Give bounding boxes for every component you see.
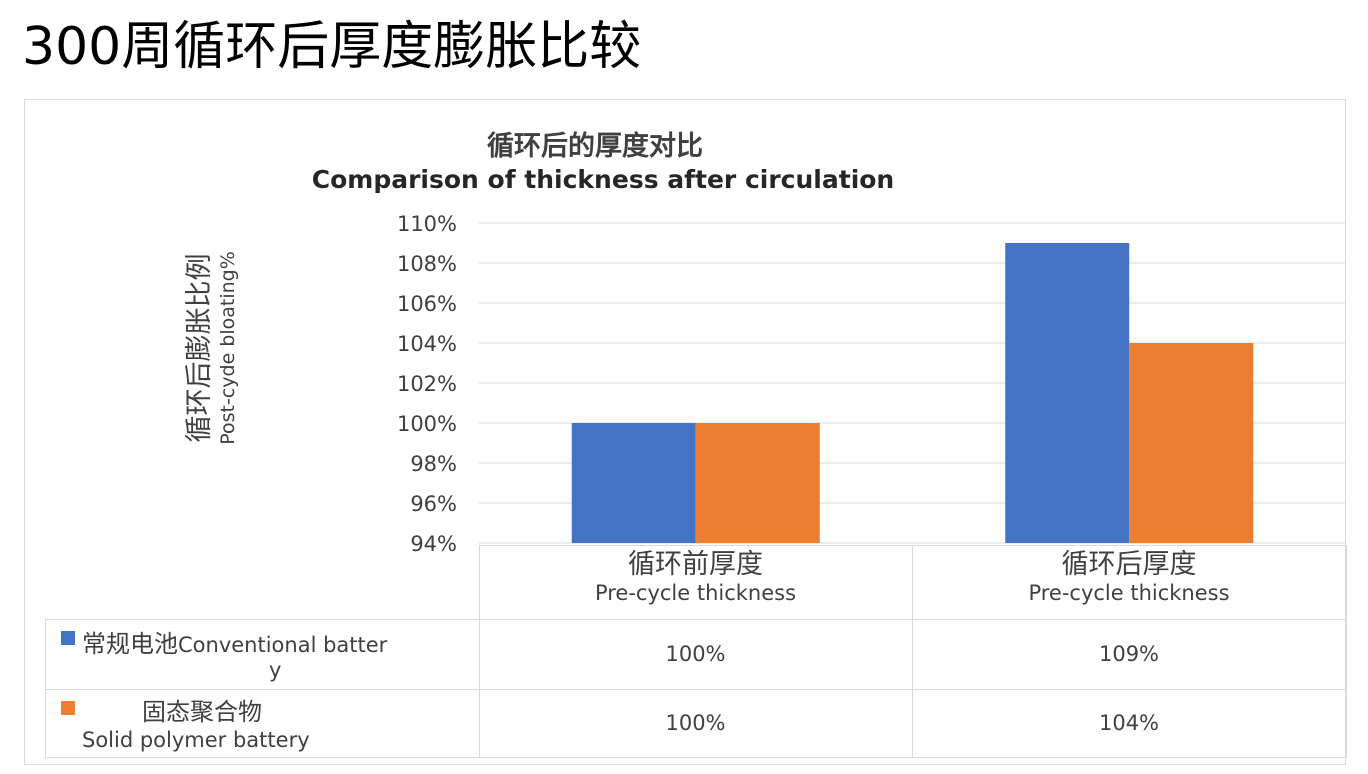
legend-label-cn: 常规电池 (82, 630, 178, 658)
bar-conventional-1 (1005, 243, 1130, 543)
category-label-cn: 循环前厚度 (628, 549, 763, 580)
category-label-en: Pre-cycle thickness (594, 581, 797, 605)
bar-solid-polymer-0 (695, 423, 820, 543)
slide-title: 300周循环后厚度膨胀比较 (22, 17, 642, 77)
legend-label-wrap: y (269, 658, 282, 682)
table-line (45, 757, 1346, 758)
legend-key-conventional (61, 631, 75, 645)
table-line (912, 545, 913, 758)
data-label: 109% (1098, 642, 1160, 666)
bar-conventional-0 (571, 423, 696, 543)
y-tick-label: 106% (397, 292, 457, 316)
chart-subtitle: Comparison of thickness after circulatio… (311, 165, 895, 194)
legend-label-en: Conventional batter (178, 633, 388, 657)
y-tick-label: 102% (397, 372, 457, 396)
y-tick-label: 110% (397, 212, 457, 236)
legend-label-cn: 固态聚合物 (142, 698, 262, 726)
table-line (479, 545, 480, 758)
category-label-cn: 循环后厚度 (1061, 549, 1197, 580)
category-label-en: Pre-cycle thickness (1028, 581, 1230, 605)
data-label: 100% (665, 711, 726, 735)
data-label: 100% (665, 642, 726, 666)
data-label: 104% (1098, 711, 1160, 735)
bar-solid-polymer-1 (1129, 343, 1254, 543)
table-line (45, 689, 1346, 690)
y-tick-label: 96% (410, 492, 457, 516)
table-line (45, 619, 46, 758)
legend-label-conventional: 常规电池Conventional batter (82, 624, 387, 659)
y-tick-label: 108% (397, 252, 457, 276)
legend-label-en: Solid polymer battery (82, 728, 310, 752)
table-line (1346, 545, 1347, 758)
category-header: 循环后厚度 Pre-cycle thickness (912, 550, 1346, 606)
y-tick-label: 100% (397, 412, 457, 436)
category-header: 循环前厚度 Pre-cycle thickness (479, 550, 912, 606)
y-tick-label: 94% (410, 532, 457, 556)
chart-title: 循环后的厚度对比 (487, 131, 703, 162)
legend-key-solid-polymer (61, 701, 75, 715)
y-tick-label: 98% (410, 452, 457, 476)
table-line (45, 619, 1346, 620)
y-tick-label: 104% (397, 332, 457, 356)
